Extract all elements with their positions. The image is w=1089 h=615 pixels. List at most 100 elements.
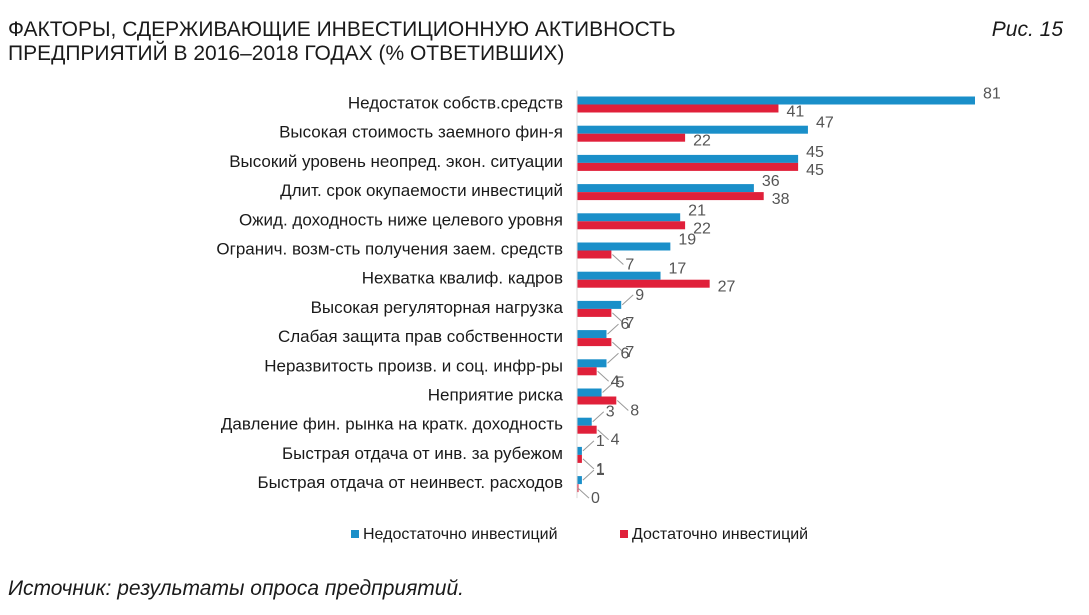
value-label-insufficient: 5	[616, 375, 625, 392]
bar-sufficient	[577, 425, 597, 434]
bar-insufficient	[577, 213, 681, 222]
bar-sufficient	[577, 279, 710, 288]
value-label-sufficient: 4	[611, 373, 620, 390]
category-label: Неразвитость произв. и соц. инфр-ры	[264, 356, 563, 375]
bar-chart: Недостаток собств.средств Высокая стоимос…	[216, 86, 1001, 544]
leader-line	[592, 411, 605, 423]
category-label: Слабая защита прав собственности	[278, 327, 563, 346]
value-label-sufficient: 8	[630, 403, 639, 420]
bar-sufficient	[577, 454, 582, 463]
category-label: Высокая регуляторная нагрузка	[311, 298, 564, 317]
bar-insufficient	[577, 476, 582, 485]
value-label-sufficient: 0	[591, 490, 600, 507]
leader-line	[612, 341, 624, 353]
value-label-insufficient: 19	[678, 232, 696, 249]
legend-label: Недостаточно инвестиций	[363, 526, 558, 543]
legend-swatch	[620, 530, 628, 538]
category-label: Недостаток собств.средств	[348, 94, 563, 113]
value-label-sufficient: 7	[625, 344, 634, 361]
bar-insufficient	[577, 417, 592, 426]
chart-title-line-1: ФАКТОРЫ, СДЕРЖИВАЮЩИЕ ИНВЕСТИЦИОННУЮ АКТ…	[8, 18, 676, 41]
value-label-sufficient: 7	[625, 257, 634, 274]
leader-lines	[577, 254, 634, 499]
leader-line	[607, 352, 619, 364]
leader-line	[597, 429, 609, 441]
category-label: Нехватка квалиф. кадров	[362, 269, 563, 288]
value-label-insufficient: 47	[816, 115, 834, 132]
category-label: Ожид. доходность ниже целевого уровня	[239, 210, 563, 229]
value-label-sufficient: 7	[625, 315, 634, 332]
value-label-sufficient: 22	[693, 220, 711, 237]
value-label-insufficient: 45	[806, 144, 824, 161]
value-label-sufficient: 22	[693, 133, 711, 150]
leader-line	[582, 458, 595, 470]
legend-label: Достаточно инвестиций	[632, 526, 808, 543]
leader-line	[621, 294, 634, 306]
bar-insufficient	[577, 154, 799, 163]
bar-insufficient	[577, 242, 671, 251]
bar-sufficient	[577, 396, 617, 405]
leader-line	[607, 323, 619, 335]
bar-sufficient	[577, 250, 612, 259]
figure-number: Рис. 15	[991, 18, 1063, 41]
leader-line	[577, 487, 590, 499]
value-label-insufficient: 6	[620, 345, 629, 362]
category-label: Длит. срок окупаемости инвестиций	[280, 181, 563, 200]
legend-swatch	[351, 530, 359, 538]
bar-sufficient	[577, 338, 612, 347]
bar-sufficient	[577, 192, 764, 201]
bar-insufficient	[577, 125, 808, 134]
bar-insufficient	[577, 96, 975, 105]
bars	[577, 96, 975, 493]
bar-insufficient	[577, 359, 607, 368]
value-label-insufficient: 3	[606, 404, 615, 421]
leader-line	[597, 370, 609, 382]
category-label: Быстрая отдача от неинвест. расходов	[257, 473, 563, 492]
bar-sufficient	[577, 221, 686, 230]
value-label-insufficient: 21	[688, 202, 706, 219]
bar-insufficient	[577, 271, 661, 280]
value-label-insufficient: 1	[596, 433, 605, 450]
bar-sufficient	[577, 484, 579, 493]
bar-sufficient	[577, 104, 779, 113]
value-label-sufficient: 4	[611, 432, 620, 449]
bar-sufficient	[577, 133, 686, 142]
chart-title-line-2: ПРЕДПРИЯТИЙ В 2016–2018 ГОДАХ (% ОТВЕТИВ…	[8, 42, 565, 65]
bar-sufficient	[577, 367, 597, 376]
value-label-insufficient: 9	[635, 287, 644, 304]
category-label: Высокий уровень неопред. экон. ситуации	[229, 152, 563, 171]
bar-insufficient	[577, 300, 622, 309]
bar-sufficient	[577, 308, 612, 317]
bar-insufficient	[577, 446, 582, 455]
leader-line	[616, 400, 629, 411]
category-label: Неприятие риска	[428, 386, 564, 405]
value-label-insufficient: 6	[620, 316, 629, 333]
value-label-insufficient: 17	[669, 261, 687, 278]
value-label-insufficient: 81	[983, 86, 1001, 103]
category-labels: Недостаток собств.средств Высокая стоимос…	[216, 94, 563, 493]
bar-insufficient	[577, 388, 602, 397]
value-label-sufficient: 38	[772, 191, 790, 208]
legend: Недостаточно инвестиций Достаточно инвест…	[351, 526, 808, 543]
value-label-sufficient: 45	[806, 162, 824, 179]
category-label: Огранич. возм-сть получения заем. средст…	[216, 240, 563, 259]
category-label: Быстрая отдача от инв. за рубежом	[282, 444, 563, 463]
value-label-insufficient: 1	[596, 462, 605, 479]
leader-line	[602, 382, 614, 393]
value-label-sufficient: 41	[786, 104, 804, 121]
category-label: Высокая стоимость заемного фин-я	[279, 123, 563, 142]
leader-line	[582, 440, 595, 452]
leader-line	[612, 312, 624, 324]
source-note: Источник: результаты опроса предприятий.	[8, 577, 464, 600]
bar-insufficient	[577, 330, 607, 339]
bar-sufficient	[577, 162, 799, 171]
value-label-sufficient: 1	[596, 461, 605, 478]
value-label-sufficient: 27	[718, 279, 736, 296]
bar-insufficient	[577, 184, 754, 193]
leader-line	[612, 254, 624, 265]
value-label-insufficient: 36	[762, 173, 780, 190]
leader-line	[582, 469, 595, 481]
chart-title: ФАКТОРЫ, СДЕРЖИВАЮЩИЕ ИНВЕСТИЦИОННУЮ АКТ…	[8, 18, 908, 66]
category-label: Давление фин. рынка на кратк. доходность	[221, 415, 563, 434]
